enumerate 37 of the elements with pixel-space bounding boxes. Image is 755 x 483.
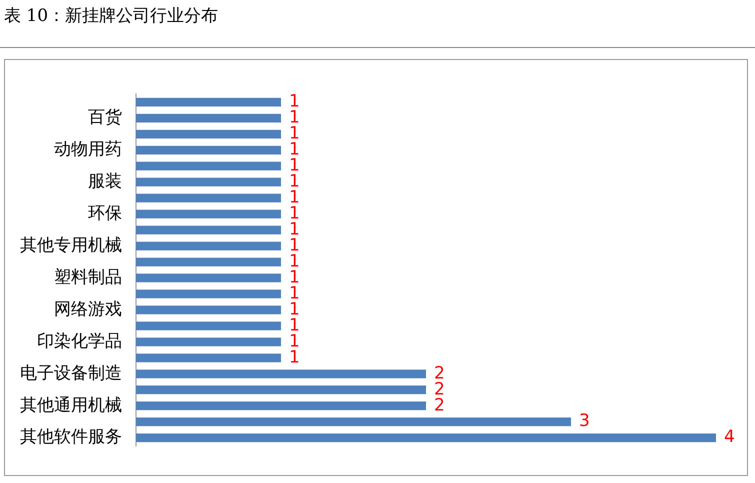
bar	[136, 306, 281, 314]
data-label: 3	[579, 411, 590, 432]
y-tick-label: 印染化学品	[37, 331, 122, 352]
data-label: 4	[724, 427, 735, 448]
bar	[136, 242, 281, 250]
bar	[136, 433, 716, 442]
bar	[136, 178, 281, 186]
bar	[136, 322, 281, 330]
bar	[136, 194, 281, 202]
bar	[136, 274, 281, 282]
y-tick-label: 电子设备制造	[20, 363, 122, 384]
bar	[136, 210, 281, 218]
y-tick-label: 塑料制品	[54, 267, 122, 288]
bar	[136, 162, 281, 170]
bar	[136, 114, 281, 122]
y-tick-label: 网络游戏	[54, 299, 122, 320]
y-tick-label: 百货	[88, 108, 122, 128]
bar	[136, 402, 426, 410]
bar	[136, 98, 281, 107]
bar	[136, 146, 281, 154]
bar	[136, 226, 281, 234]
bar	[136, 386, 426, 394]
chart-title: 表 10：新挂牌公司行业分布	[4, 5, 218, 27]
bar	[136, 130, 281, 138]
data-label: 2	[434, 395, 445, 416]
y-tick-label: 服装	[88, 172, 122, 192]
y-tick-label: 动物用药	[54, 140, 122, 160]
bar	[136, 290, 281, 298]
y-tick-label: 其他软件服务	[20, 427, 122, 448]
bar	[136, 258, 281, 266]
bar	[136, 338, 281, 346]
y-tick-label: 其他通用机械	[20, 395, 122, 416]
bar	[136, 418, 571, 426]
y-tick-label: 环保	[88, 203, 122, 224]
bar	[136, 354, 281, 362]
y-tick-label: 其他专用机械	[20, 235, 122, 256]
bar	[136, 370, 426, 378]
